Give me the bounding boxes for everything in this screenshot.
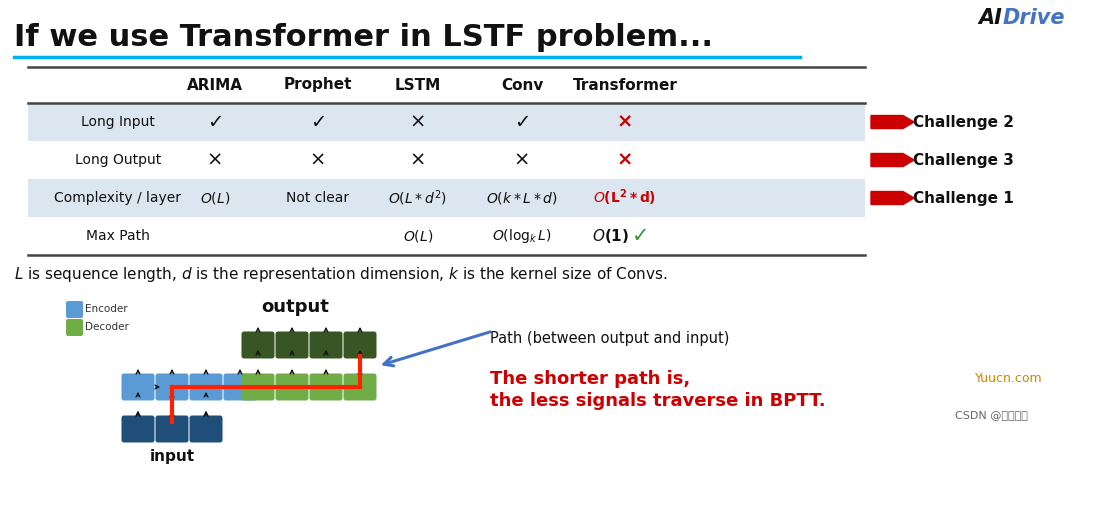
FancyBboxPatch shape <box>241 331 274 358</box>
Text: the less signals traverse in BPTT.: the less signals traverse in BPTT. <box>490 392 825 410</box>
Bar <box>28 103 865 141</box>
FancyBboxPatch shape <box>310 374 343 401</box>
Text: Drive: Drive <box>1003 8 1065 28</box>
Text: $\mathbf{\mathit{O}(1)}$: $\mathbf{\mathit{O}(1)}$ <box>593 227 629 245</box>
Text: Path (between output and input): Path (between output and input) <box>490 331 729 346</box>
FancyBboxPatch shape <box>275 374 309 401</box>
Text: ✓: ✓ <box>514 112 530 132</box>
Text: ✓: ✓ <box>633 226 649 246</box>
Text: Challenge 2: Challenge 2 <box>912 114 1014 130</box>
Text: ×: × <box>617 112 634 132</box>
Text: The shorter path is,: The shorter path is, <box>490 370 690 388</box>
Text: $\mathbf{\mathit{O}(L^2*d)}$: $\mathbf{\mathit{O}(L^2*d)}$ <box>594 188 657 208</box>
Text: Challenge 1: Challenge 1 <box>912 190 1014 206</box>
Text: ✓: ✓ <box>310 112 326 132</box>
Text: $\mathit{O}(L*d^2)$: $\mathit{O}(L*d^2)$ <box>388 188 448 208</box>
Text: ×: × <box>207 151 223 170</box>
Bar <box>28 179 865 217</box>
Text: Max Path: Max Path <box>86 229 150 243</box>
FancyBboxPatch shape <box>122 415 155 443</box>
Text: input: input <box>149 448 195 464</box>
Text: Complexity / layer: Complexity / layer <box>54 191 181 205</box>
Text: ×: × <box>617 151 634 170</box>
Text: Prophet: Prophet <box>284 77 352 93</box>
Text: CSDN @思考实践: CSDN @思考实践 <box>954 410 1027 420</box>
FancyArrow shape <box>872 191 914 204</box>
Text: ✓: ✓ <box>207 112 223 132</box>
Text: Decoder: Decoder <box>85 322 129 332</box>
Text: Challenge 3: Challenge 3 <box>912 152 1014 168</box>
FancyBboxPatch shape <box>122 374 155 401</box>
Text: $\mathit{O}(\log_k L)$: $\mathit{O}(\log_k L)$ <box>492 227 552 245</box>
FancyBboxPatch shape <box>189 374 222 401</box>
FancyBboxPatch shape <box>156 374 188 401</box>
Text: output: output <box>261 298 328 316</box>
FancyBboxPatch shape <box>275 331 309 358</box>
FancyBboxPatch shape <box>66 301 83 318</box>
FancyBboxPatch shape <box>66 319 83 336</box>
Text: Long Output: Long Output <box>75 153 161 167</box>
Text: $\mathit{O}(L)$: $\mathit{O}(L)$ <box>403 228 434 244</box>
Text: Encoder: Encoder <box>85 304 127 314</box>
Text: ARIMA: ARIMA <box>187 77 243 93</box>
Text: Not clear: Not clear <box>286 191 349 205</box>
Text: If we use Transformer in LSTF problem...: If we use Transformer in LSTF problem... <box>14 24 713 53</box>
Text: ×: × <box>514 151 530 170</box>
FancyBboxPatch shape <box>344 374 376 401</box>
Text: Conv: Conv <box>501 77 543 93</box>
Text: $\mathbf{\mathit{L}}$ is sequence length, $\mathbf{\mathit{d}}$ is the represent: $\mathbf{\mathit{L}}$ is sequence length… <box>14 266 668 285</box>
Text: Long Input: Long Input <box>81 115 155 129</box>
FancyArrow shape <box>872 153 914 167</box>
Text: Yuucn.com: Yuucn.com <box>975 373 1043 385</box>
Text: Transformer: Transformer <box>573 77 678 93</box>
FancyBboxPatch shape <box>223 374 257 401</box>
FancyBboxPatch shape <box>344 331 376 358</box>
Text: $\mathit{O}(L)$: $\mathit{O}(L)$ <box>200 190 230 206</box>
FancyBboxPatch shape <box>241 374 274 401</box>
FancyBboxPatch shape <box>310 331 343 358</box>
Text: AI: AI <box>978 8 1009 28</box>
Text: LSTM: LSTM <box>395 77 441 93</box>
Text: ×: × <box>410 151 426 170</box>
FancyBboxPatch shape <box>156 415 188 443</box>
Text: ×: × <box>410 112 426 132</box>
FancyBboxPatch shape <box>189 415 222 443</box>
FancyArrow shape <box>872 115 914 129</box>
Text: $\mathit{O}(k*L*d)$: $\mathit{O}(k*L*d)$ <box>487 190 557 206</box>
Text: ×: × <box>310 151 326 170</box>
